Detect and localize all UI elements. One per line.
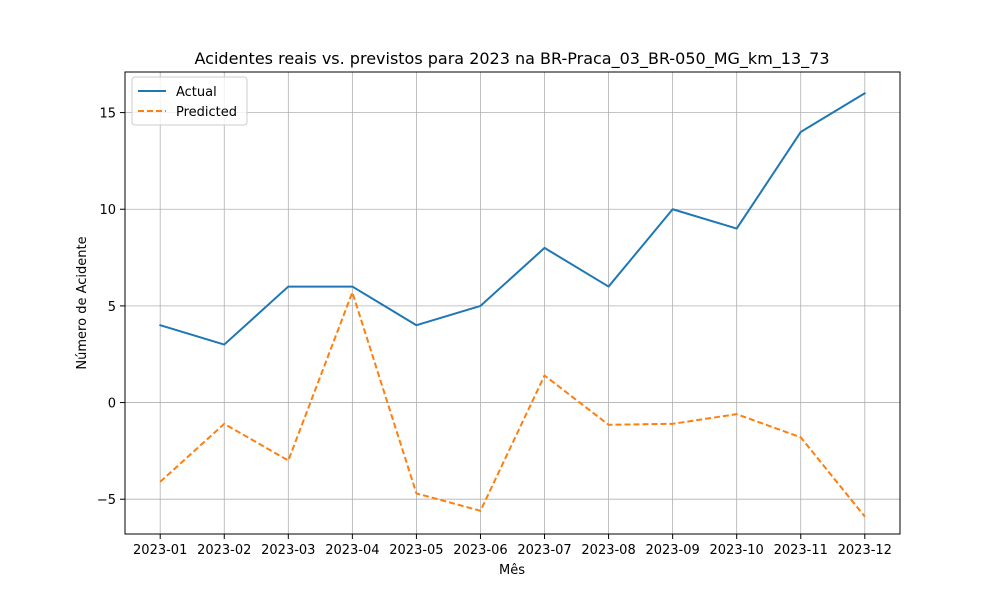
y-tick-label: 0 <box>108 397 116 412</box>
series-line-predicted <box>159 291 866 518</box>
x-tick-label: 2023-05 <box>389 543 443 558</box>
y-tick-label: 10 <box>99 203 116 218</box>
x-tick-label: 2023-01 <box>133 543 187 558</box>
y-tick-label: 15 <box>99 107 116 122</box>
x-axis-label: Mês <box>499 563 525 578</box>
x-tick-label: 2023-10 <box>710 543 764 558</box>
grid <box>125 72 900 534</box>
x-axis-ticks: 2023-01 2023-02 2023-03 2023-04 2023-05 2023-… <box>133 534 892 558</box>
legend: Actual Predicted <box>131 76 248 126</box>
x-tick-label: 2023-12 <box>838 543 892 558</box>
y-tick-label: 5 <box>108 300 116 315</box>
x-tick-label: 2023-04 <box>325 543 379 558</box>
x-tick-label: 2023-06 <box>453 543 507 558</box>
x-tick-label: 2023-07 <box>517 543 571 558</box>
x-tick-label: 2023-09 <box>645 543 699 558</box>
y-axis-ticks: −5 0 5 10 15 <box>97 107 125 508</box>
plot-area-frame <box>124 71 901 535</box>
legend-box <box>131 76 248 126</box>
legend-label-actual: Actual <box>176 85 217 100</box>
chart-title: Acidentes reais vs. previstos para 2023 … <box>195 49 830 69</box>
series-lines <box>159 92 866 518</box>
x-tick-label: 2023-11 <box>774 543 828 558</box>
series-line-actual <box>159 92 866 346</box>
x-tick-label: 2023-02 <box>197 543 251 558</box>
y-tick-label: −5 <box>97 493 116 508</box>
y-axis-label: Número de Acidente <box>75 236 90 369</box>
x-tick-label: 2023-03 <box>261 543 315 558</box>
x-tick-label: 2023-08 <box>581 543 635 558</box>
legend-label-predicted: Predicted <box>176 105 237 120</box>
